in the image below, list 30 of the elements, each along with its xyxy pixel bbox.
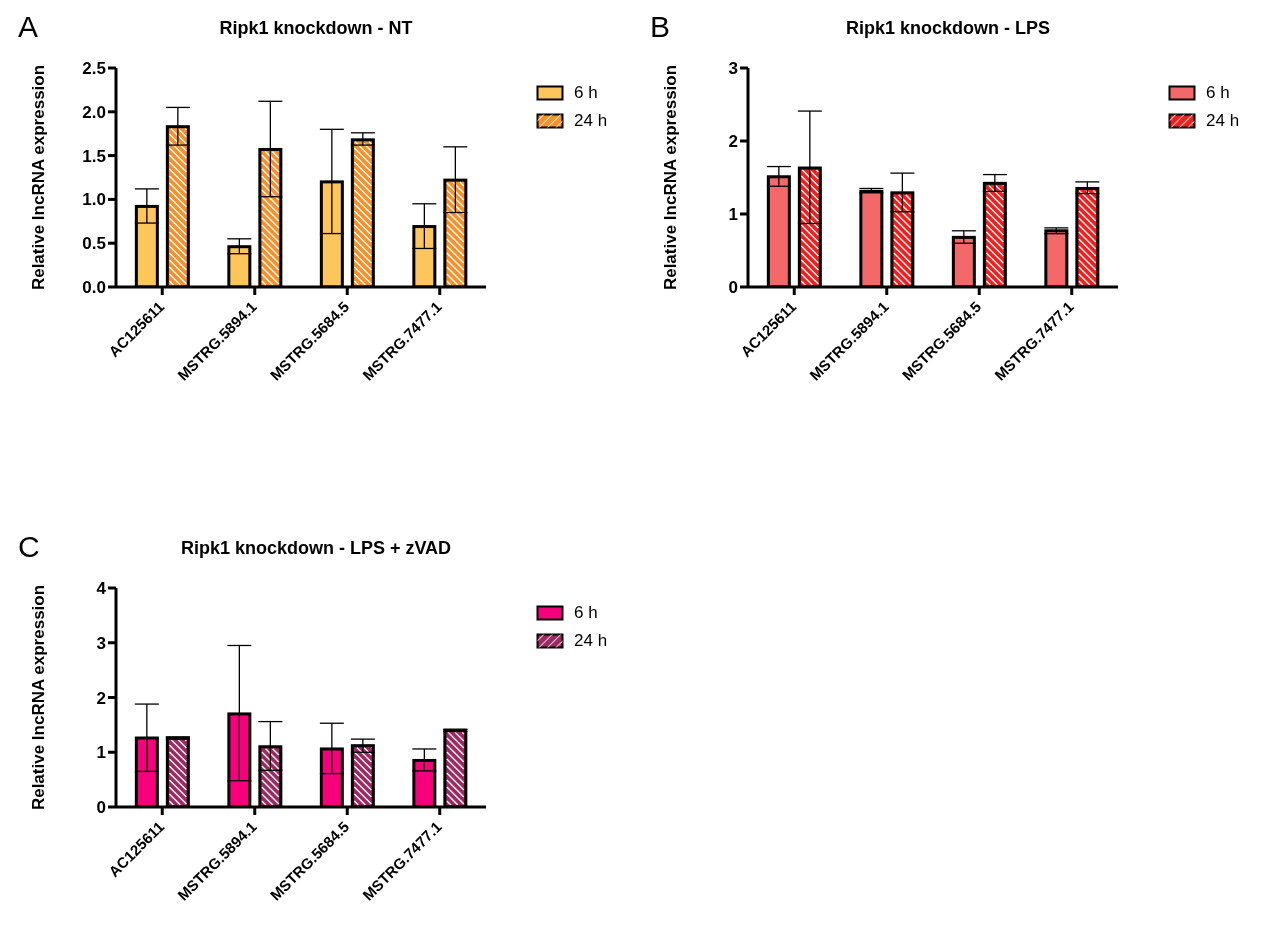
y-tick-label: 0.5	[82, 234, 106, 254]
y-tick-label: 1	[96, 743, 106, 763]
legend-label: 24 h	[1206, 111, 1240, 131]
y-tick-label: 3	[728, 59, 738, 79]
y-tick-label: 1.0	[82, 190, 106, 210]
y-axis-title: Relative lncRNA expression	[29, 64, 49, 291]
y-axis-title: Relative lncRNA expression	[661, 64, 681, 291]
text: C	[18, 530, 40, 564]
y-tick-label: 2	[96, 688, 106, 708]
legend-label: 6 h	[574, 83, 598, 103]
y-axis-title: Relative lncRNA expression	[29, 584, 49, 811]
chart-title: Ripk1 knockdown - LPS	[845, 18, 1051, 39]
y-tick-label: 0	[96, 798, 106, 818]
y-tick-label: 4	[96, 579, 107, 599]
legend-label: 6 h	[1206, 83, 1230, 103]
y-tick-label: 0	[728, 278, 738, 298]
y-tick-label: 1.5	[82, 146, 106, 166]
y-tick-label: 3	[96, 633, 106, 653]
text: A	[18, 10, 39, 44]
y-tick-label: 2	[728, 132, 738, 152]
y-tick-label: 0.0	[82, 278, 106, 298]
legend-label: 24 h	[574, 631, 608, 651]
y-tick-label: 2.0	[82, 102, 106, 122]
y-tick-label: 2.5	[82, 59, 106, 79]
y-tick-label: 1	[728, 205, 738, 225]
legend-label: 6 h	[574, 603, 598, 623]
chart-title: Ripk1 knockdown - NT	[218, 18, 414, 39]
chart-title: Ripk1 knockdown - LPS + zVAD	[179, 538, 453, 559]
legend-label: 24 h	[574, 111, 608, 131]
text: B	[650, 10, 671, 44]
